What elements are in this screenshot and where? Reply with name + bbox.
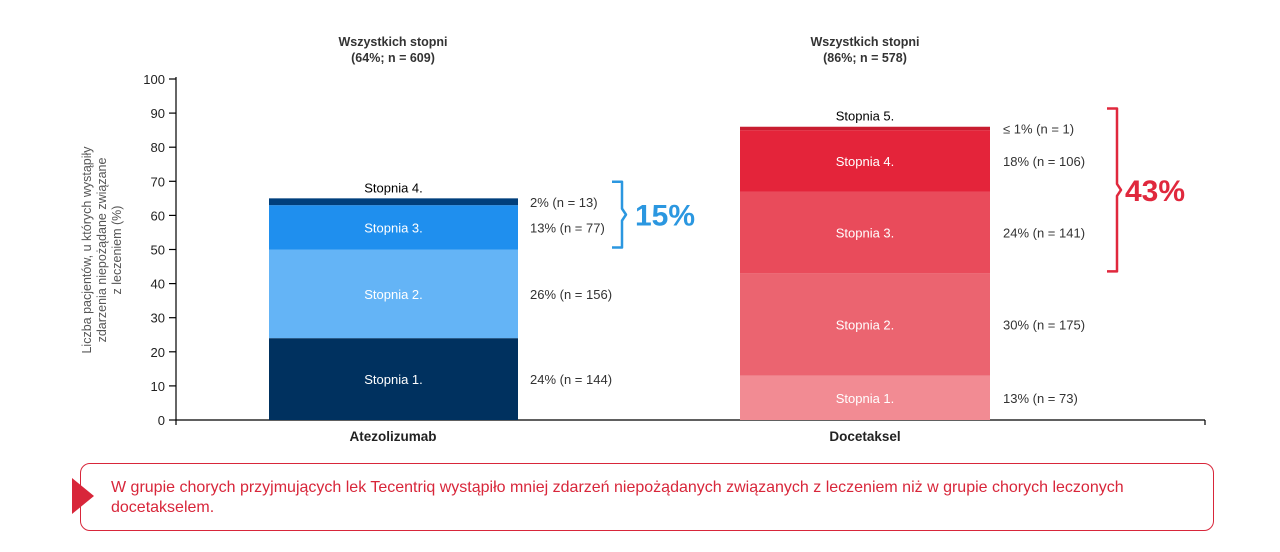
y-axis-title: Liczba pacjentów, u których wystąpiłyzda… (80, 146, 124, 354)
y-tick-label: 50 (151, 243, 165, 258)
bar-header-subtitle: (64%; n = 609) (351, 51, 435, 65)
segment-annotation: 30% (n = 175) (1003, 318, 1085, 333)
bar-segment (740, 130, 990, 192)
summary-callout-text: W grupie chorych przyjmujących lek Tecen… (111, 479, 1124, 516)
segment-label: Stopnia 1. (364, 372, 423, 387)
y-tick-label: 90 (151, 106, 165, 121)
bar-segment (740, 126, 990, 131)
segment-label: Stopnia 2. (364, 287, 423, 302)
segment-label: Stopnia 1. (836, 391, 895, 406)
bar-segment (740, 375, 990, 420)
grade-3plus-bracket (612, 180, 628, 249)
segment-annotation: 2% (n = 13) (530, 195, 598, 210)
segment-annotation: 13% (n = 73) (1003, 391, 1078, 406)
y-tick-label: 0 (158, 413, 165, 428)
callout-arrow-icon (72, 478, 94, 514)
stacked-bar-chart: 0 10 20 30 40 50 60 70 80 90 100 Liczba pacjentów, … (80, 35, 1206, 444)
bar-segment (740, 273, 990, 376)
y-tick-label: 70 (151, 174, 165, 189)
segment-annotation: 13% (n = 77) (530, 220, 605, 235)
segment-label: Stopnia 5. (836, 109, 895, 124)
grade-3plus-total: 43% (1125, 175, 1185, 208)
bar-segment (269, 205, 518, 250)
bar-segment (269, 249, 518, 339)
bar-header-title: Wszystkich stopni (810, 35, 919, 49)
segment-label: Stopnia 2. (836, 318, 895, 333)
x-category-label: Atezolizumab (349, 429, 436, 444)
bar-segment (740, 191, 990, 274)
segment-label: Stopnia 4. (836, 154, 895, 169)
bar-segment (269, 338, 518, 420)
segment-annotation: 24% (n = 144) (530, 372, 612, 387)
segment-annotation: 24% (n = 141) (1003, 225, 1085, 240)
y-tick-label: 60 (151, 208, 165, 223)
y-tick-label: 10 (151, 379, 165, 394)
grade-3plus-total: 15% (635, 200, 695, 233)
segment-label: Stopnia 3. (836, 225, 895, 240)
segment-label: Stopnia 3. (364, 220, 423, 235)
segment-annotation: ≤ 1% (n = 1) (1003, 121, 1074, 136)
y-tick-label: 20 (151, 345, 165, 360)
segment-label: Stopnia 4. (364, 180, 423, 195)
segment-annotation: 18% (n = 106) (1003, 154, 1085, 169)
segment-annotation: 26% (n = 156) (530, 287, 612, 302)
bar-header-subtitle: (86%; n = 578) (823, 51, 907, 65)
bar-header-title: Wszystkich stopni (338, 35, 447, 49)
x-category-label: Docetaksel (829, 429, 900, 444)
bar-segment (269, 198, 518, 206)
y-tick-label: 30 (151, 311, 165, 326)
y-tick-label: 100 (143, 72, 165, 87)
grade-3plus-bracket (1107, 107, 1123, 273)
y-tick-label: 40 (151, 277, 165, 292)
y-tick-label: 80 (151, 140, 165, 155)
